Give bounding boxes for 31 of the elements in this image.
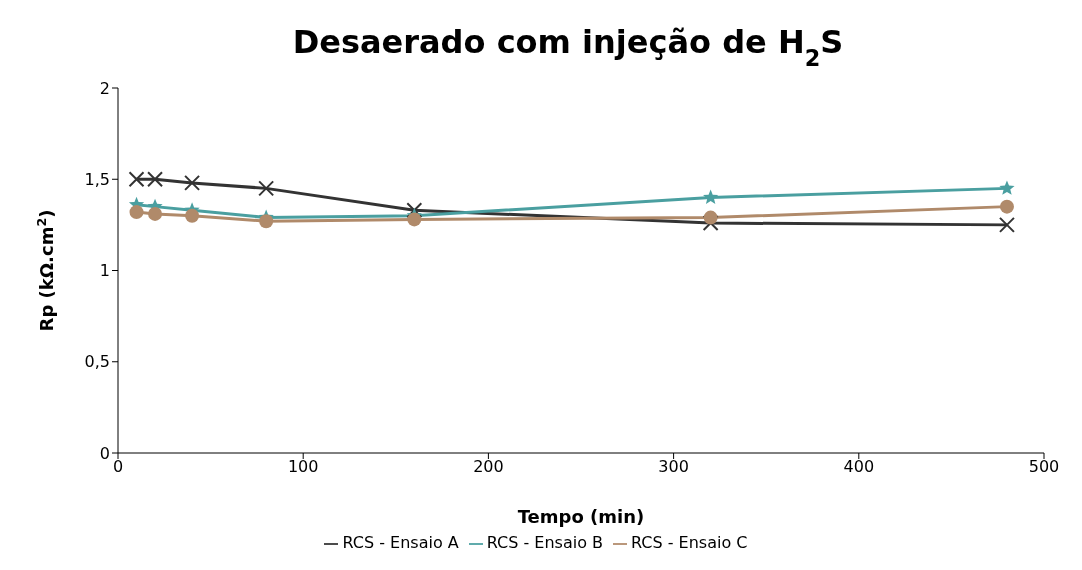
point <box>407 212 422 227</box>
legend-label: RCS - Ensaio C <box>631 533 748 552</box>
point <box>185 208 200 223</box>
x-tick-label: 100 <box>287 457 319 477</box>
point <box>998 216 1015 233</box>
x-tick-label: 300 <box>658 457 689 477</box>
point <box>184 174 201 191</box>
x-axis-title: Tempo (min) <box>517 506 645 527</box>
point <box>129 205 144 220</box>
legend-label: RCS - Ensaio A <box>342 533 459 552</box>
x-tick-label: 400 <box>843 457 875 477</box>
y-tick-label: 0 <box>99 443 110 463</box>
x-tick-label: 500 <box>1028 457 1060 477</box>
y-tick-label: 1,5 <box>84 169 110 189</box>
point <box>147 171 164 188</box>
y-tick-label: 1 <box>99 261 110 281</box>
legend-label: RCS - Ensaio B <box>486 533 604 552</box>
point <box>406 202 423 219</box>
x-tick-label: 0 <box>112 457 124 477</box>
point <box>258 180 275 197</box>
y-tick-label: 0,5 <box>84 352 110 372</box>
point <box>259 214 274 229</box>
point <box>703 189 719 204</box>
chart-title: Desaerado com injeção de H$_{2}$S <box>292 23 844 71</box>
y-tick-label: 2 <box>99 78 110 98</box>
point <box>148 206 163 221</box>
point <box>128 171 145 188</box>
point <box>703 210 718 225</box>
point <box>999 199 1014 214</box>
x-tick-label: 200 <box>473 457 504 477</box>
point <box>999 180 1015 195</box>
